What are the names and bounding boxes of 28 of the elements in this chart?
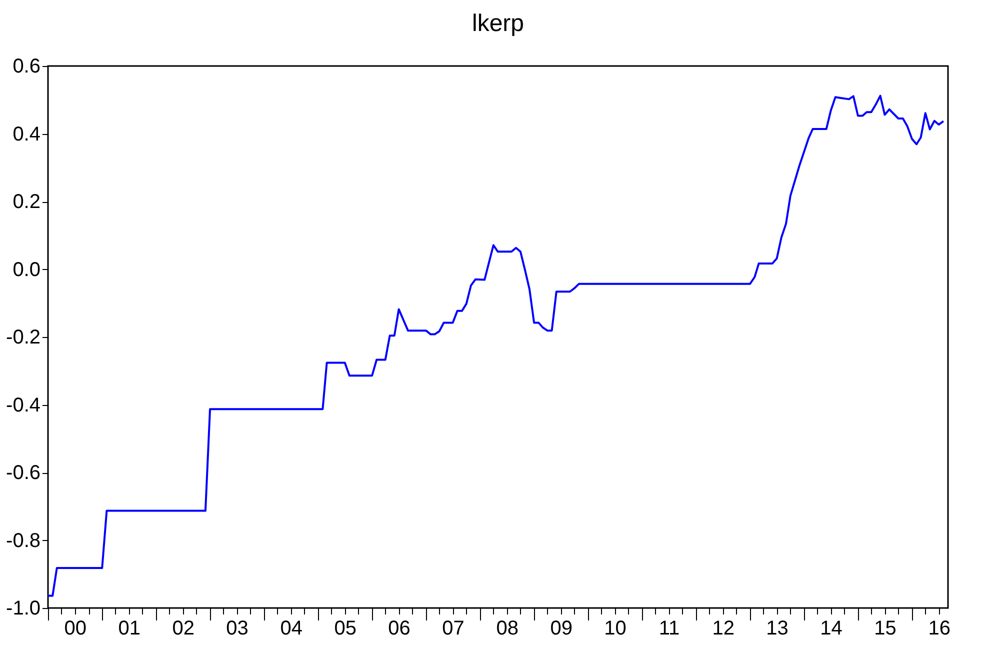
x-tick-label: 02	[172, 618, 194, 640]
x-tick-label: 09	[550, 618, 572, 640]
x-tick-label: 10	[604, 618, 626, 640]
x-tick-label: 12	[712, 618, 734, 640]
y-tick-label: -0.8	[6, 530, 40, 552]
y-tick-label: -0.4	[6, 394, 40, 416]
x-tick-label: 11	[658, 618, 680, 640]
x-tick-label: 08	[496, 618, 518, 640]
x-tick-label: 00	[64, 618, 87, 640]
y-tick-label: -0.2	[6, 326, 40, 348]
x-tick-label: 05	[334, 618, 356, 640]
x-tick-label: 03	[226, 618, 248, 640]
x-tick-label: 13	[766, 618, 788, 640]
x-tick-label: 04	[280, 618, 303, 640]
x-tick-label: 14	[820, 618, 842, 640]
x-tick-label: 16	[928, 618, 950, 640]
chart-title: lkerp	[472, 10, 524, 37]
x-tick-label: 01	[118, 618, 140, 640]
y-tick-label: 0.6	[12, 56, 40, 78]
y-tick-label: 0.0	[12, 258, 40, 281]
x-tick-label: 06	[388, 618, 410, 640]
y-tick-label: -1.0	[6, 598, 40, 620]
line-series	[47, 94, 944, 597]
x-tick-label: 07	[442, 618, 464, 640]
y-tick-label: 0.2	[12, 191, 40, 213]
y-tick-label: -0.6	[6, 462, 40, 484]
x-tick-label: 15	[874, 618, 896, 640]
y-tick-label: 0.4	[12, 123, 40, 146]
